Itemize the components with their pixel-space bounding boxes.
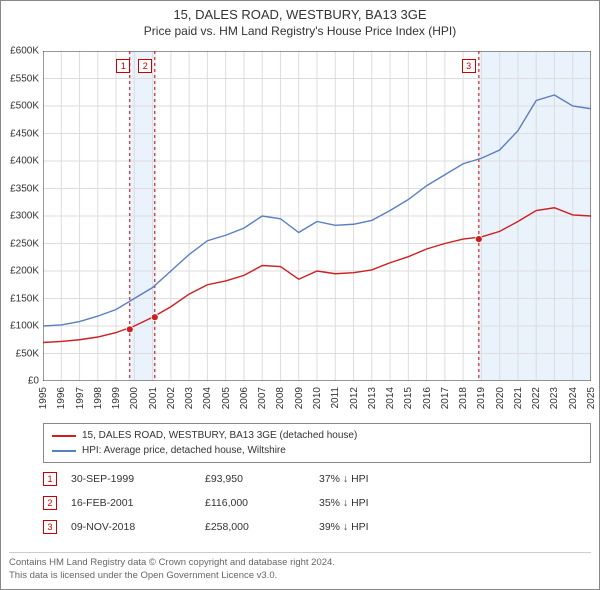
chart-area: £0£50K£100K£150K£200K£250K£300K£350K£400… <box>43 51 591 381</box>
x-axis-label: 2020 <box>495 387 506 409</box>
sale-date: 16-FEB-2001 <box>71 497 191 509</box>
x-axis-label: 2013 <box>367 387 378 409</box>
sale-marker-box: 1 <box>43 472 57 486</box>
y-axis-label: £450K <box>10 128 39 139</box>
y-axis-label: £250K <box>10 238 39 249</box>
x-axis-label: 1999 <box>111 387 122 409</box>
x-axis-label: 2005 <box>221 387 232 409</box>
x-axis-label: 2007 <box>257 387 268 409</box>
sales-table: 1 30-SEP-1999 £93,950 37% ↓ HPI 2 16-FEB-2001… <box>43 467 591 539</box>
y-axis-label: £350K <box>10 183 39 194</box>
sale-date: 30-SEP-1999 <box>71 473 191 485</box>
x-axis-label: 2011 <box>330 387 341 409</box>
sale-row: 2 16-FEB-2001 £116,000 35% ↓ HPI <box>43 491 591 515</box>
x-axis-label: 2008 <box>275 387 286 409</box>
legend: 15, DALES ROAD, WESTBURY, BA13 3GE (deta… <box>43 423 591 463</box>
legend-item: 15, DALES ROAD, WESTBURY, BA13 3GE (deta… <box>52 428 582 443</box>
y-axis-label: £550K <box>10 73 39 84</box>
legend-label: 15, DALES ROAD, WESTBURY, BA13 3GE (deta… <box>82 428 357 443</box>
y-axis-label: £300K <box>10 211 39 222</box>
x-axis-label: 2012 <box>349 387 360 409</box>
legend-item: HPI: Average price, detached house, Wilt… <box>52 443 582 458</box>
x-axis-label: 2022 <box>531 387 542 409</box>
sale-price: £93,950 <box>205 473 305 485</box>
footer: Contains HM Land Registry data © Crown c… <box>9 552 591 583</box>
x-axis-label: 1996 <box>56 387 67 409</box>
sale-pct: 35% ↓ HPI <box>319 497 419 509</box>
x-axis-label: 2015 <box>403 387 414 409</box>
x-axis-label: 2016 <box>422 387 433 409</box>
sale-pct: 39% ↓ HPI <box>319 521 419 533</box>
x-axis-label: 2001 <box>148 387 159 409</box>
y-axis-label: £400K <box>10 156 39 167</box>
y-axis-label: £500K <box>10 101 39 112</box>
y-axis-label: £50K <box>16 348 39 359</box>
sale-marker-2: 2 <box>138 59 152 73</box>
sale-marker-box: 2 <box>43 496 57 510</box>
x-axis-label: 1995 <box>38 387 49 409</box>
x-axis-label: 2014 <box>385 387 396 409</box>
sale-marker-3: 3 <box>462 59 476 73</box>
legend-swatch <box>52 450 76 452</box>
legend-swatch <box>52 435 76 437</box>
title-block: 15, DALES ROAD, WESTBURY, BA13 3GE Price… <box>1 1 599 42</box>
y-axis-label: £600K <box>10 46 39 57</box>
title-address: 15, DALES ROAD, WESTBURY, BA13 3GE <box>1 7 599 22</box>
y-axis-label: £0 <box>28 376 39 387</box>
title-subtitle: Price paid vs. HM Land Registry's House … <box>1 24 599 38</box>
x-axis-label: 2019 <box>476 387 487 409</box>
x-axis-label: 2003 <box>184 387 195 409</box>
footer-line2: This data is licensed under the Open Gov… <box>9 570 591 583</box>
x-axis-label: 2004 <box>202 387 213 409</box>
chart-container: 15, DALES ROAD, WESTBURY, BA13 3GE Price… <box>0 0 600 590</box>
plot-svg <box>43 51 591 381</box>
x-axis-label: 2017 <box>440 387 451 409</box>
sale-price: £258,000 <box>205 521 305 533</box>
sale-price: £116,000 <box>205 497 305 509</box>
x-axis-label: 2000 <box>129 387 140 409</box>
x-axis-label: 2018 <box>458 387 469 409</box>
footer-line1: Contains HM Land Registry data © Crown c… <box>9 557 591 570</box>
sale-date: 09-NOV-2018 <box>71 521 191 533</box>
y-axis-label: £150K <box>10 293 39 304</box>
x-axis-label: 2009 <box>294 387 305 409</box>
y-axis-label: £200K <box>10 266 39 277</box>
x-axis-label: 1998 <box>93 387 104 409</box>
x-axis-label: 2010 <box>312 387 323 409</box>
x-axis-label: 2023 <box>549 387 560 409</box>
sale-marker-box: 3 <box>43 520 57 534</box>
x-axis-label: 2021 <box>513 387 524 409</box>
x-axis-label: 2024 <box>568 387 579 409</box>
sale-pct: 37% ↓ HPI <box>319 473 419 485</box>
y-axis-label: £100K <box>10 321 39 332</box>
sale-marker-1: 1 <box>116 59 130 73</box>
x-axis-label: 2002 <box>166 387 177 409</box>
x-axis-label: 2006 <box>239 387 250 409</box>
x-axis-label: 1997 <box>75 387 86 409</box>
sale-row: 1 30-SEP-1999 £93,950 37% ↓ HPI <box>43 467 591 491</box>
legend-label: HPI: Average price, detached house, Wilt… <box>82 443 286 458</box>
x-axis-label: 2025 <box>586 387 597 409</box>
sale-row: 3 09-NOV-2018 £258,000 39% ↓ HPI <box>43 515 591 539</box>
